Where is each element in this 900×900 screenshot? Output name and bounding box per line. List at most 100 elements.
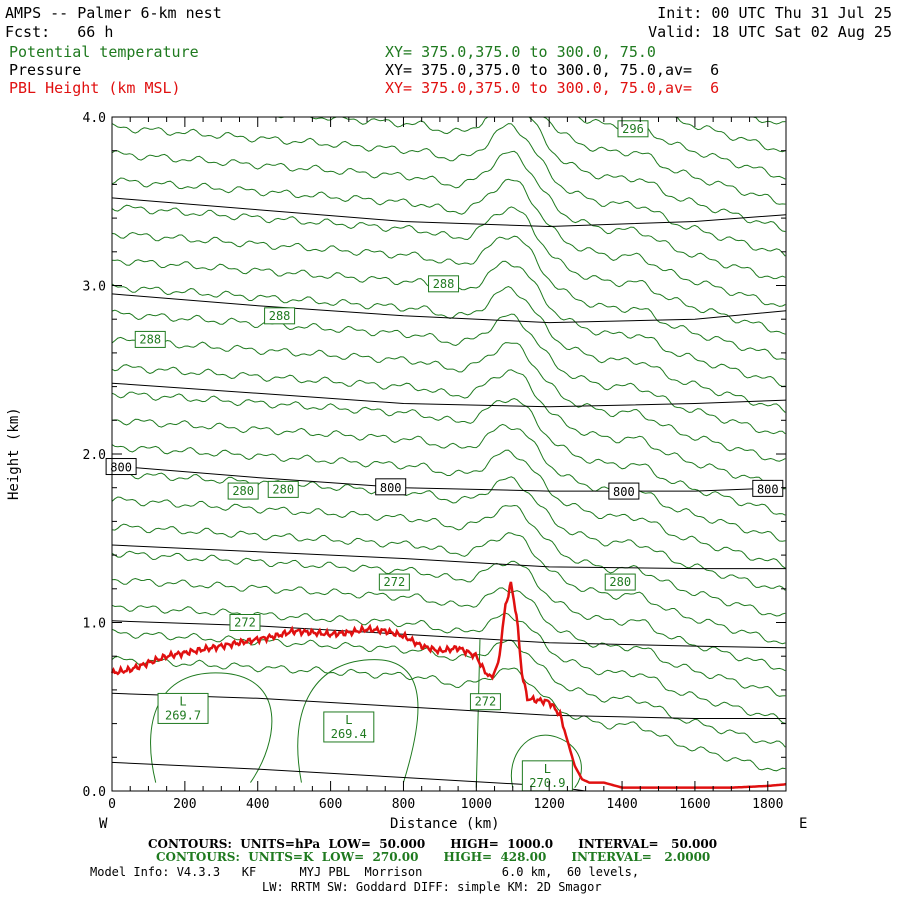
pressure-contour-line [111,465,787,492]
field-theta-name: Potential temperature [9,43,199,61]
pbl-height-line [110,581,786,789]
pressure-label-box [375,478,407,496]
y-tick-label: 2.0 [83,448,106,463]
pressure-contour-label: 800 [110,461,132,475]
pbl-height-layer [110,581,786,789]
theta-contour-label: L [179,694,186,708]
theta-contour-line [111,231,786,360]
theta-contour-label: 288 [433,277,455,291]
valid-time: Valid: 18 UTC Sat 02 Aug 25 [648,23,892,41]
theta-contour-label: 272 [234,616,256,630]
theta-contour-line [112,116,786,125]
field-pressure-name: Pressure [9,61,82,79]
pressure-contour-label: 800 [380,481,402,495]
theta-contour-lines [111,116,786,788]
footer-theta-contours: CONTOURS: UNITS=K LOW= 270.00 HIGH= 428.… [156,850,711,864]
y-axis-label: Height (km) [6,407,22,500]
theta-contour-line [111,336,786,462]
pressure-contour-line [111,197,787,228]
theta-contour-label: 272 [384,575,406,589]
theta-contour-line [111,523,786,645]
x-tick-label: 1400 [606,797,637,812]
theta-low-contour [150,672,273,783]
y-tick-label: 4.0 [83,111,106,126]
x-tick-label: 1200 [534,797,565,812]
x-tick-label: 1800 [752,797,783,812]
theta-label-box [604,573,636,591]
pressure-contour-label: 800 [613,485,635,499]
theta-label-box [229,614,261,631]
y-tick-label: 3.0 [83,280,106,295]
theta-contour-label: 288 [139,332,161,346]
theta-contour-label: 269.7 [165,708,201,722]
theta-contour-label: 296 [622,122,644,136]
theta-contour-line [111,604,786,724]
pressure-contour-label: 800 [757,482,779,496]
theta-contour-label: 272 [475,695,497,709]
theta-contour-label: 280 [232,484,254,498]
theta-label-box [617,120,649,138]
theta-label-box [134,330,166,348]
theta-contour-line [111,655,786,772]
y-tick-label: 1.0 [83,617,106,632]
x-tick-label: 600 [319,797,342,812]
x-tick-label: 0 [108,797,116,812]
footer-physics: LW: RRTM SW: Goddard DIFF: simple KM: 2D… [262,880,602,894]
theta-contour-line [111,204,786,335]
theta-label-box [469,693,501,711]
pressure-contour-line [111,293,787,324]
x-tick-label: 1600 [679,797,710,812]
theta-contour-label: 288 [269,309,291,323]
plot-frame [111,116,787,792]
field-pressure-xy: XY= 375.0,375.0 to 300.0, 75.0,av= 6 [385,61,720,79]
x-axis-west-label: W [99,816,108,832]
contour-labels: 800 800 800 800 296 288 288 288 280 280 280 272 272 2… [105,120,784,792]
x-tick-label: 400 [246,797,269,812]
theta-contour-label: L [345,713,352,727]
theta-contour-label: 269.4 [331,727,367,741]
theta-contour-label: L [544,762,551,776]
y-tick-label: 0.0 [83,785,106,800]
init-time: Init: 00 UTC Thu 31 Jul 25 [657,4,892,22]
theta-contour-label: 280 [272,482,294,496]
pressure-label-box [608,482,640,500]
theta-contour-line [111,418,786,542]
theta-label-box [323,711,375,743]
x-axis-label: Distance (km) [390,816,500,832]
theta-contour-line [111,469,786,591]
pressure-contour-line [111,382,787,408]
theta-label-box [378,573,410,591]
x-tick-label: 1000 [461,797,492,812]
footer-pressure-contours: CONTOURS: UNITS=hPa LOW= 50.000 HIGH= 10… [148,837,718,851]
theta-contour-label: 280 [609,575,631,589]
chart-title: AMPS -- Palmer 6-km nest [5,4,222,22]
theta-contour-line [111,391,786,516]
x-tick-label: 200 [173,797,196,812]
field-pbl-xy: XY= 375.0,375.0 to 300.0, 75.0,av= 6 [385,79,720,97]
forecast-hour: Fcst: 66 h [5,23,114,41]
pressure-contour-line [111,692,786,719]
pressure-label-box [752,479,784,497]
field-theta-xy: XY= 375.0,375.0 to 300.0, 75.0 [385,43,656,61]
x-axis-east-label: E [799,816,808,832]
theta-low-contour [297,659,419,783]
theta-low-contour [510,734,582,788]
theta-contour-line [111,177,786,307]
pressure-contour-lines [111,197,787,792]
theta-contour-line [111,123,786,257]
pressure-contour-line [111,544,786,570]
theta-label-box [157,692,209,724]
x-tick-label: 800 [392,797,415,812]
theta-label-box [267,480,299,498]
theta-contour-line [112,116,786,232]
theta-contour-line [112,116,786,205]
theta-contour-line [111,150,786,280]
theta-label-box [264,307,296,325]
theta-contour-line [111,496,786,617]
axes: 0 200 400 600 800 1000 1200 1400 1600 1800 0.0 1.0 2… [83,111,787,812]
theta-contour-line [111,364,786,490]
theta-contour-line [111,444,786,569]
theta-label-box [521,760,573,792]
theta-contour-line [111,309,786,435]
